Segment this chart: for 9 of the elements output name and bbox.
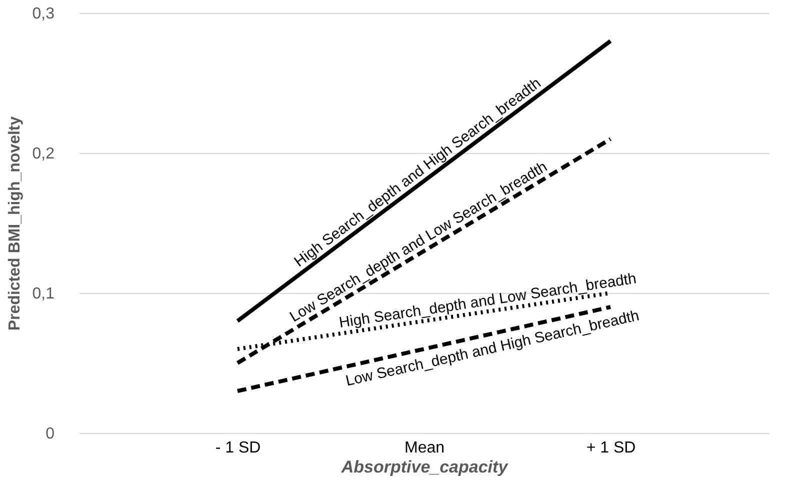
y-tick-label: 0,3 bbox=[32, 6, 55, 22]
x-tick-label: Mean bbox=[404, 440, 445, 456]
y-tick-label: 0,1 bbox=[32, 286, 55, 302]
y-tick-label: 0 bbox=[46, 426, 55, 442]
y-tick-label: 0,2 bbox=[32, 146, 55, 162]
x-tick-label: + 1 SD bbox=[586, 440, 636, 456]
x-axis-title: Absorptive_capacity bbox=[340, 458, 510, 476]
y-axis-title: Predicted BMI_high_novelty bbox=[6, 116, 24, 331]
x-tick-label: - 1 SD bbox=[215, 440, 261, 456]
